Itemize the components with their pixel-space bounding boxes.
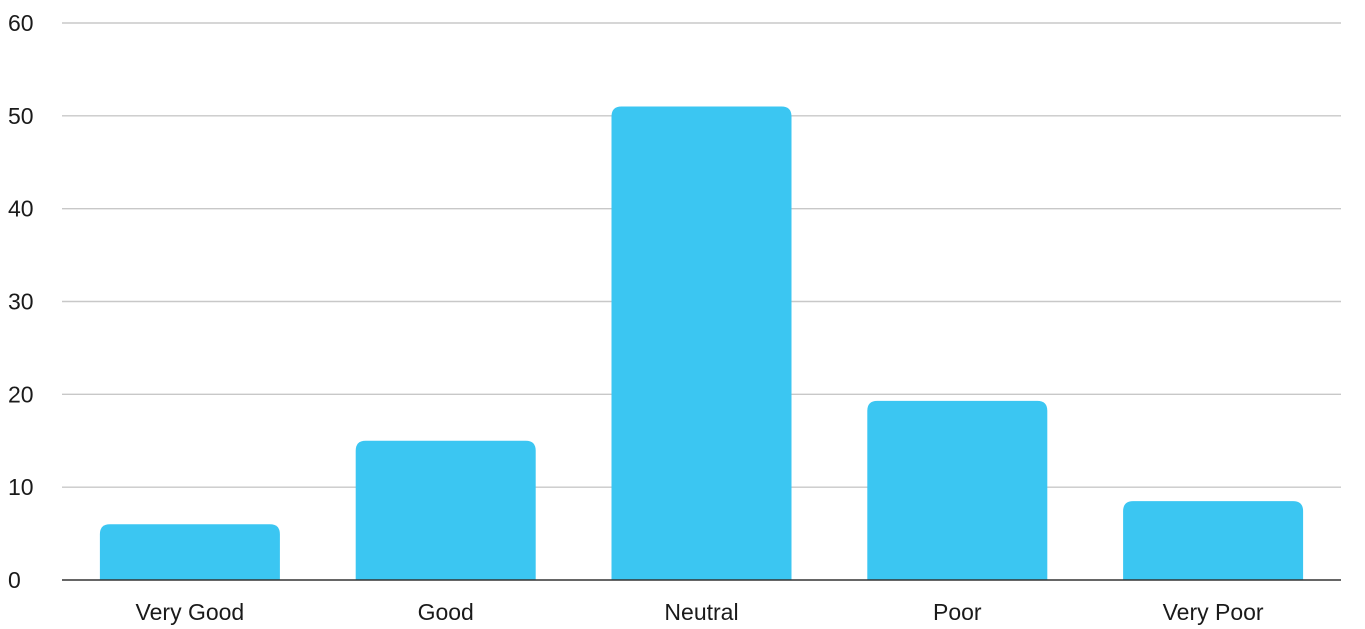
y-tick-label: 60 bbox=[8, 10, 34, 36]
x-category-label: Very Poor bbox=[1163, 599, 1264, 625]
x-category-label: Very Good bbox=[136, 599, 245, 625]
x-category-label: Poor bbox=[933, 599, 982, 625]
bar-very-poor bbox=[1123, 501, 1304, 580]
bar-very-good bbox=[99, 524, 280, 580]
bars bbox=[99, 106, 1304, 581]
y-tick-label: 40 bbox=[8, 196, 34, 222]
y-axis-tick-labels: 0 10 20 30 40 50 60 bbox=[8, 10, 34, 593]
y-tick-label: 10 bbox=[8, 474, 34, 500]
x-category-label: Neutral bbox=[664, 599, 738, 625]
bar-good bbox=[355, 440, 536, 580]
x-axis-category-labels: Very Good Good Neutral Poor Very Poor bbox=[136, 599, 1264, 625]
y-tick-label: 50 bbox=[8, 103, 34, 129]
y-tick-label: 20 bbox=[8, 381, 34, 407]
y-tick-label: 30 bbox=[8, 289, 34, 315]
x-category-label: Good bbox=[418, 599, 474, 625]
bar-neutral bbox=[611, 106, 792, 581]
bar-poor bbox=[867, 400, 1048, 580]
y-tick-label: 0 bbox=[8, 567, 21, 593]
